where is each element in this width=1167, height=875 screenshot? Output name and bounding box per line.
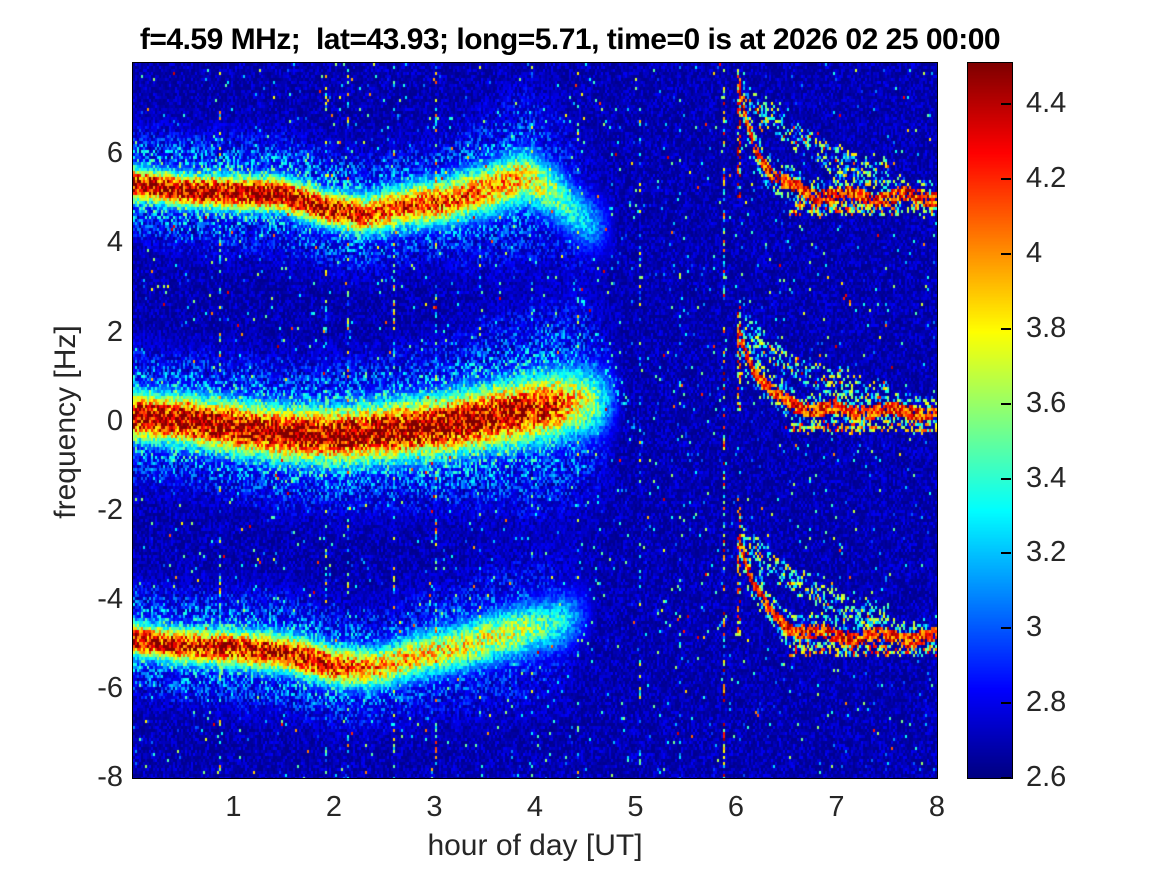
colorbar-tick-label: 4.2 [1026,162,1067,195]
x-tick-label: 8 [928,791,946,823]
y-tick-label: -2 [97,493,123,526]
y-tick-label: -8 [97,761,123,793]
x-axis-ticks: 1 2 3 4 5 6 7 8 [133,791,945,829]
colorbar-tick-label: 3.8 [1026,311,1067,344]
x-tick-label: 2 [325,791,343,823]
x-tick-label: 3 [426,791,443,823]
colorbar-tick-label: 2.8 [1026,686,1067,719]
colorbar-tick-mark [1001,103,1011,106]
x-axis-label: hour of day [UT] [427,829,643,862]
colorbar-canvas [968,63,1012,778]
y-tick-label: -6 [97,671,123,704]
x-tick-label: 1 [225,791,242,823]
colorbar-tick-label: 4 [1026,236,1043,269]
colorbar-tick-label: 4.4 [1026,87,1067,120]
colorbar-tick-mark [1001,327,1011,330]
y-tick-label: 0 [106,404,123,437]
x-tick-label: 4 [526,791,544,823]
colorbar-tick-label: 3 [1026,611,1043,644]
x-tick-label: 6 [727,791,745,823]
plot-area [132,62,938,779]
x-tick-label: 5 [627,791,644,823]
plot-title: f=4.59 MHz; lat=43.93; long=5.71, time=0… [139,23,1001,56]
colorbar-tick-mark [1001,552,1011,555]
colorbar-tick-mark [1001,702,1011,705]
colorbar-tick-mark [1001,178,1011,181]
colorbar-tick-mark [1001,477,1011,480]
colorbar [967,62,1013,779]
y-axis-ticks: 6 4 2 0 -2 -4 -6 -8 [48,63,123,793]
colorbar-tick-label: 3.6 [1026,386,1067,419]
colorbar-tick-label: 3.4 [1026,461,1067,494]
colorbar-tick-mark [1001,777,1011,779]
y-tick-label: 6 [106,137,123,170]
colorbar-tick-mark [1001,627,1011,630]
colorbar-tick-mark [1001,252,1011,255]
colorbar-tick-mark [1001,402,1011,405]
y-tick-label: -4 [97,582,123,615]
x-tick-label: 7 [828,791,845,823]
y-tick-label: 4 [106,226,123,259]
colorbar-tick-label: 2.6 [1026,761,1067,793]
colorbar-ticks: 4.4 4.2 4 3.8 3.6 3.4 3.2 3 2.8 2.6 [1001,63,1167,793]
colorbar-tick-label: 3.2 [1026,536,1067,569]
y-tick-label: 2 [106,315,123,348]
spectrogram-canvas [133,63,937,778]
